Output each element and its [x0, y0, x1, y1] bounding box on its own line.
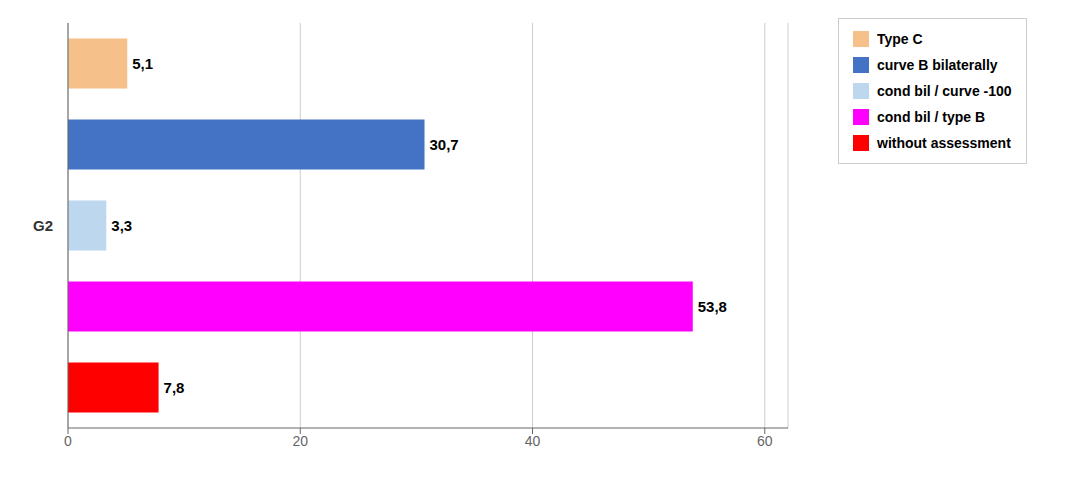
svg-text:60: 60	[757, 433, 773, 449]
html-text:cond bil / type B: cond bil / type B	[877, 109, 986, 125]
svg-text:40: 40	[525, 433, 541, 449]
html-text:cond bil / curve -100: cond bil / curve -100	[877, 83, 1012, 99]
html-text:Type C: Type C	[877, 31, 923, 47]
svg-text:53,8: 53,8	[698, 298, 727, 315]
svg-text:3,3: 3,3	[111, 217, 132, 234]
svg-text:30,7: 30,7	[430, 136, 459, 153]
svg-text:5,1: 5,1	[132, 55, 153, 72]
html-text:without assessment: without assessment	[877, 135, 1011, 151]
svg-text:G2: G2	[33, 217, 53, 234]
svg-text:0: 0	[64, 433, 72, 449]
html-text:curve B bilaterally: curve B bilaterally	[877, 57, 998, 73]
svg-text:7,8: 7,8	[164, 379, 185, 396]
svg-text:20: 20	[292, 433, 308, 449]
